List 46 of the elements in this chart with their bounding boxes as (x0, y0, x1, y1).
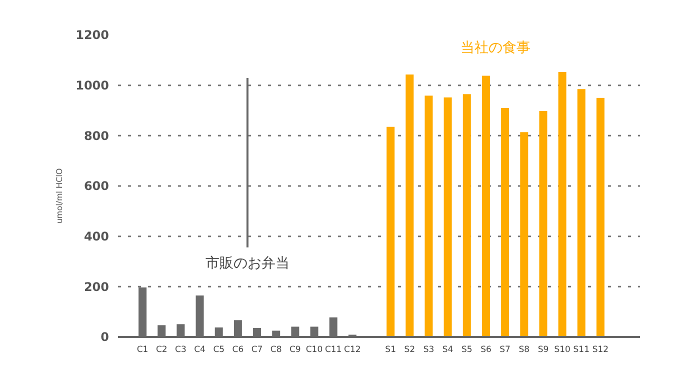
x-tick-label: S5 (461, 345, 472, 355)
bar (520, 132, 528, 337)
bar (444, 97, 452, 337)
y-tick-label: 1200 (76, 28, 109, 42)
y-tick-label: 1000 (76, 78, 109, 93)
bar (406, 74, 414, 337)
x-tick-label: S6 (480, 345, 492, 355)
x-tick-label: S3 (423, 345, 434, 355)
x-tick-label: C5 (213, 345, 225, 355)
x-tick-label: C12 (344, 345, 361, 355)
x-tick-label: C8 (270, 345, 282, 355)
x-tick-label: S2 (404, 345, 416, 355)
x-tick-label: S11 (573, 345, 590, 355)
bar (501, 108, 510, 337)
bar (386, 126, 395, 337)
x-tick-label: C6 (232, 345, 244, 355)
x-tick-label: S9 (538, 345, 549, 355)
bar (424, 96, 433, 337)
x-tick-label: C1 (136, 345, 148, 355)
x-tick-label: C11 (324, 345, 342, 355)
y-tick-label: 200 (84, 280, 109, 294)
y-tick-label: 800 (84, 128, 109, 143)
bar (482, 76, 490, 337)
x-tick-label: C3 (175, 345, 186, 355)
bar (462, 94, 471, 337)
x-tick-label: C4 (194, 345, 206, 355)
x-tick-label: C10 (306, 345, 323, 355)
x-tick-label: C7 (251, 345, 263, 355)
y-tick-label: 0 (100, 330, 109, 344)
x-tick-label: S4 (442, 345, 454, 355)
x-tick-label: S7 (500, 345, 510, 355)
x-tick-label: S10 (554, 345, 570, 355)
bar (539, 111, 548, 337)
y-axis-title: umol/ml HClO (55, 168, 64, 224)
bar (577, 89, 586, 337)
x-tick-label: S8 (518, 345, 530, 355)
y-tick-label: 600 (84, 179, 109, 194)
x-tick-label: C9 (290, 345, 301, 355)
bar (558, 72, 566, 337)
bar (596, 98, 604, 337)
text: 当社の食事 (460, 40, 531, 56)
y-tick-label: 400 (84, 230, 109, 244)
series-label: 市販のお弁当 (205, 255, 290, 272)
x-tick-label: S12 (592, 345, 609, 355)
x-tick-label: C2 (156, 345, 168, 355)
x-tick-label: S1 (385, 345, 396, 355)
